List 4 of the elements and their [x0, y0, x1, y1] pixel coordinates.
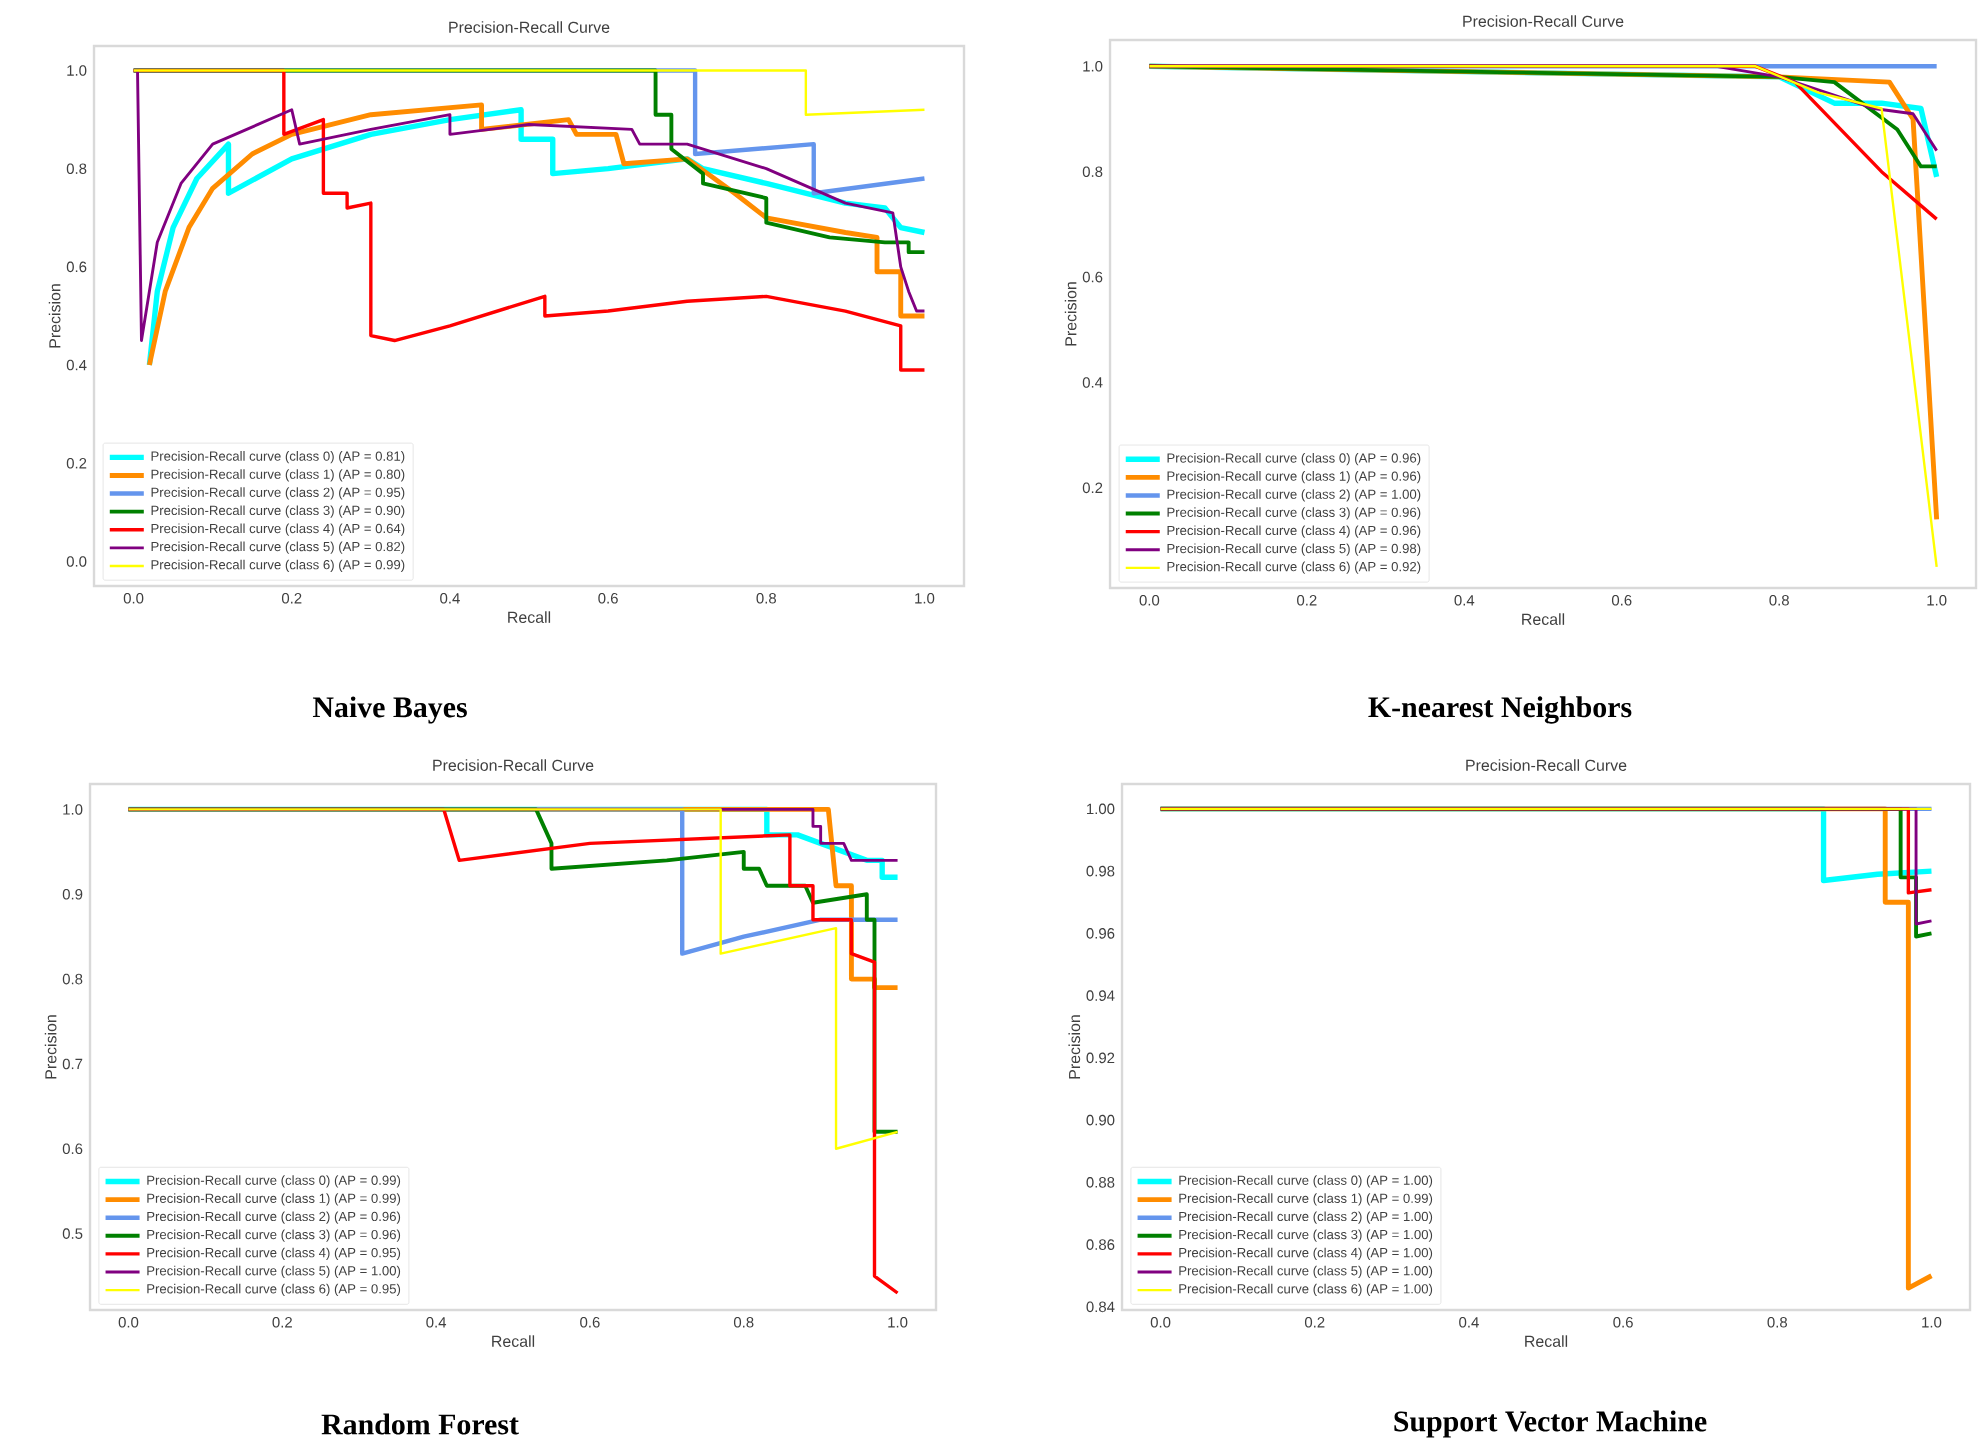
text: Support Vector Machine: [1394, 1410, 1707, 1438]
text: Naive Bayes: [312, 696, 467, 724]
text: K-nearest Neighbors: [1368, 696, 1632, 724]
text: Random Forest: [321, 1413, 519, 1435]
